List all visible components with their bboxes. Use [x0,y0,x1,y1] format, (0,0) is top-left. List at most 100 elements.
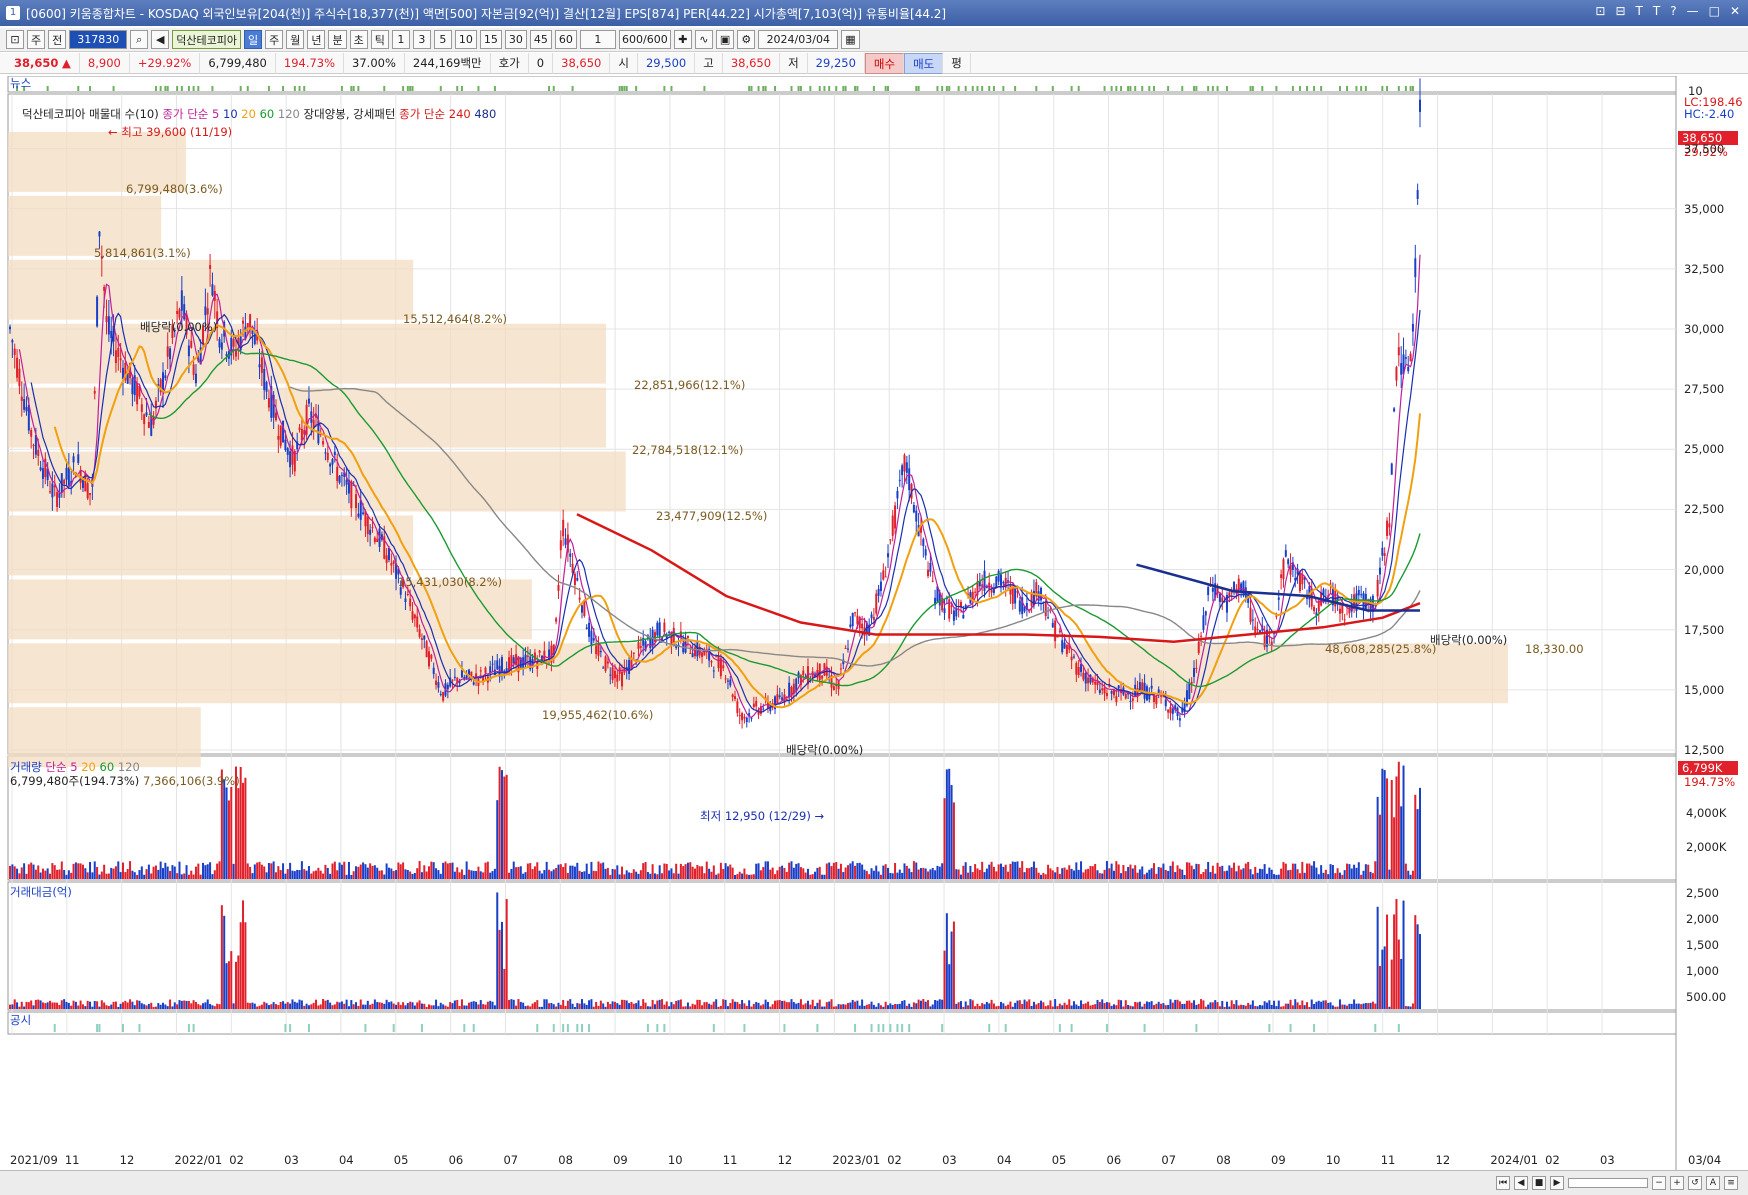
amount-bar [1247,1002,1250,1009]
volume-bar [376,867,379,879]
candle-body [117,347,120,358]
text-size-icon[interactable]: A [1706,1176,1720,1190]
font-icon[interactable]: T [1635,4,1643,18]
interval-60[interactable]: 60 [554,30,577,49]
amount-bar [611,1001,614,1009]
volume-bar [703,873,706,879]
chart-area[interactable]: 뉴스 10 덕산테코피아 매물대 수(10) 종가 단순 5 10 20 60 … [0,76,1748,1170]
maximize-icon[interactable]: □ [1708,4,1720,18]
interval-15[interactable]: 15 [479,30,502,49]
candle-body [1035,582,1038,597]
candle-body [1129,700,1132,702]
text-icon[interactable]: T [1652,4,1661,18]
amount-bar [705,1002,708,1009]
candle-body [1068,643,1071,650]
candle-body [256,334,259,341]
volume-bar [1336,868,1339,879]
volume-bar [1404,863,1407,879]
amount-bar [1393,914,1396,1009]
save-icon[interactable]: ▣ [715,30,735,49]
low-price: 29,250 [808,52,865,74]
layout-icon[interactable]: ⊡ [6,30,24,49]
period-month[interactable]: 월 [286,30,305,49]
interval-5[interactable]: 5 [433,30,452,49]
interval-3[interactable]: 3 [412,30,431,49]
stop-icon[interactable]: ■ [1532,1176,1546,1190]
pyeong-button[interactable]: 평 [943,52,971,74]
period-tick[interactable]: 틱 [370,30,389,49]
next-icon[interactable]: ▶ [1550,1176,1564,1190]
volume-bar [291,870,294,879]
candle-body [1414,258,1417,278]
interval-45[interactable]: 45 [529,30,552,49]
amount-bar [1282,1006,1285,1009]
interval-30[interactable]: 30 [504,30,527,49]
news-mark [1225,86,1228,91]
news-mark [1211,86,1214,91]
stock-code-input[interactable]: 317830 [69,30,128,49]
amount-bar [178,1000,181,1009]
trend-icon[interactable]: ∿ [694,30,713,49]
news-mark [948,86,951,91]
amount-bar [1284,1003,1287,1009]
market-all-select[interactable]: 전 [48,30,67,49]
period-second[interactable]: 초 [349,30,368,49]
amount-bar [32,1005,35,1009]
close-icon[interactable]: ✕ [1729,4,1740,18]
scroll-bar[interactable]: ⏮ ◀ ■ ▶ − + ↺ A ≡ [0,1170,1748,1195]
period-minute[interactable]: 분 [328,30,347,49]
volume-bar [369,863,372,879]
stock-name[interactable]: 덕산테코피아 [172,30,241,49]
date-input[interactable]: 2024/03/04 [758,30,839,49]
volume-ma-label: 단순 [45,760,67,774]
chart-canvas[interactable] [0,76,1748,1170]
tile-icon[interactable]: ⊟ [1615,4,1626,18]
news-mark [799,86,802,91]
bar-count[interactable]: 600/600 [618,30,671,49]
period-year[interactable]: 년 [307,30,326,49]
candle-body [710,661,713,663]
interval-10[interactable]: 10 [454,30,477,49]
scroll-track[interactable] [1568,1178,1648,1188]
prev-icon[interactable]: ◀ [1514,1176,1528,1190]
amount-bar [249,1003,252,1009]
amount-bar [1075,1004,1078,1009]
amount-bar [797,1002,800,1009]
zoom-out-icon[interactable]: − [1652,1176,1666,1190]
sell-button[interactable]: 매도 [904,52,944,74]
amount-pane [7,881,1677,1011]
first-icon[interactable]: ⏮ [1496,1176,1510,1190]
count-select[interactable]: 1 [579,30,616,49]
candle-body [1077,667,1080,676]
news-mark [1193,86,1196,91]
amount-bar [901,1001,904,1009]
candle-body [844,647,847,649]
news-mark [703,86,706,91]
sound-icon[interactable]: ◀ [151,30,170,49]
period-week[interactable]: 주 [265,30,284,49]
candle-body [1110,691,1113,694]
search-icon[interactable]: ⌕ [130,30,149,49]
minimize-icon[interactable]: — [1686,4,1699,18]
zoom-in-icon[interactable]: + [1670,1176,1684,1190]
candle-body [169,348,172,360]
candle-body [1112,689,1115,696]
market-select[interactable]: 주 [27,30,46,49]
high-price: 38,650 [723,52,781,74]
interval-1[interactable]: 1 [391,30,410,49]
reset-icon[interactable]: ↺ [1688,1176,1702,1190]
restore-icon[interactable]: ⊡ [1595,4,1606,18]
settings-icon[interactable]: ⚙ [737,30,756,49]
list-icon[interactable]: ≡ [1724,1176,1738,1190]
volume-bar [223,779,226,879]
candle-body [922,539,925,547]
calendar-icon[interactable]: ▦ [841,30,860,49]
buy-button[interactable]: 매수 [864,52,905,74]
amount-bar [223,915,226,1009]
crosshair-icon[interactable]: ✚ [673,30,692,49]
candle-body [712,670,715,672]
volume-bar [256,862,259,879]
help-icon[interactable]: ? [1670,4,1677,18]
period-day[interactable]: 일 [243,30,263,49]
candle-body [1164,699,1167,707]
